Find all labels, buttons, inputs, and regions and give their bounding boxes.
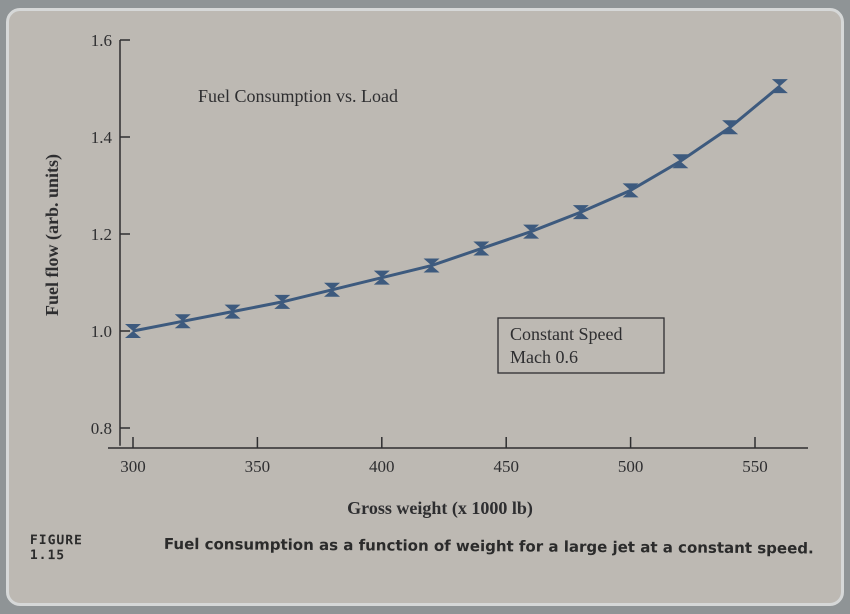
x-tick-label: 450: [493, 457, 519, 476]
data-point-error-bar: [523, 224, 540, 239]
data-point-error-bar: [423, 258, 440, 273]
chart-title: Fuel Consumption vs. Load: [198, 86, 398, 106]
x-tick-label: 300: [120, 457, 146, 476]
y-tick-label: 1.2: [91, 225, 112, 244]
annotation-line-1: Constant Speed: [510, 324, 623, 344]
data-point-error-bar: [672, 154, 689, 169]
x-axis-label: Gross weight (x 1000 lb): [347, 498, 533, 519]
y-tick-label: 1.4: [91, 128, 113, 147]
data-point-error-bar: [174, 314, 191, 329]
y-tick-label: 0.8: [91, 419, 112, 438]
book-page: [6, 8, 844, 606]
annotation-box: [497, 317, 665, 374]
x-tick-label: 350: [245, 457, 271, 476]
y-tick-label: 1.0: [91, 322, 112, 341]
data-point-error-bar: [324, 282, 341, 297]
x-tick-label: 400: [369, 457, 395, 476]
data-point-error-bar: [473, 241, 490, 256]
data-point-error-bar: [224, 304, 241, 319]
data-point-error-bar: [125, 324, 141, 338]
data-point-error-bar: [622, 183, 639, 198]
data-point-error-bar: [572, 205, 589, 220]
data-point-error-bar: [274, 294, 291, 309]
x-tick-label: 550: [742, 457, 768, 476]
annotation-line-2: Mach 0.6: [510, 347, 578, 367]
data-line: [132, 84, 781, 333]
data-point-error-bar: [771, 79, 788, 94]
y-tick-label: 1.6: [91, 31, 112, 50]
x-tick-label: 500: [618, 457, 644, 476]
figure-label: FIGURE 1.15: [29, 533, 83, 564]
data-point-error-bar: [722, 120, 739, 135]
y-axis-label: Fuel flow (arb. units): [42, 154, 63, 316]
data-point-error-bar: [373, 270, 390, 285]
